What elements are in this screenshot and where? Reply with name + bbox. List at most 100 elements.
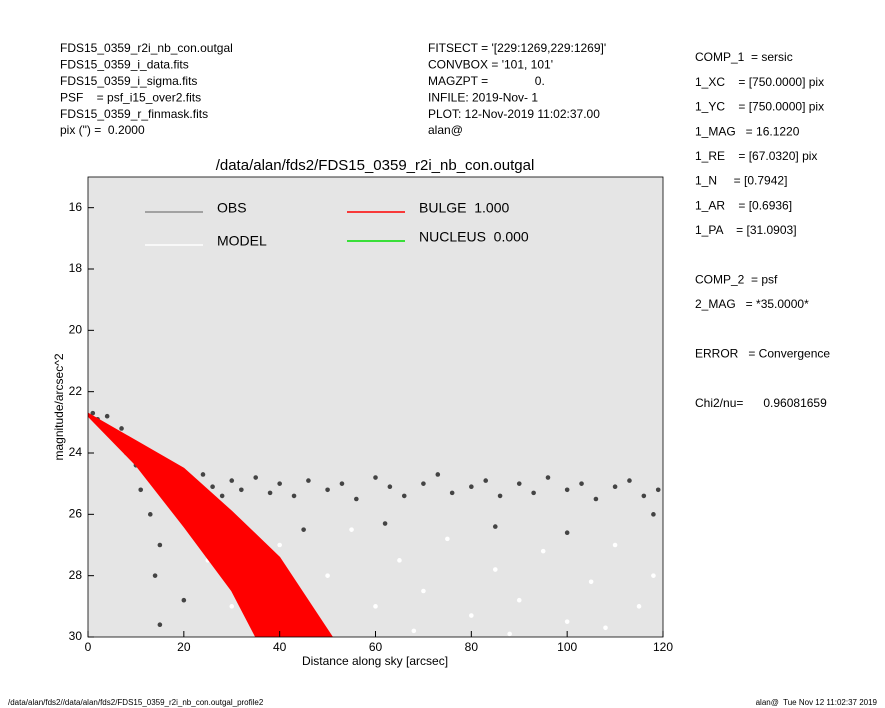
fit-param: 1_YC = [750.0000] pix <box>695 100 824 114</box>
point <box>104 413 110 419</box>
header-middle-line: MAGZPT = 0. <box>428 74 545 88</box>
fit-param: COMP_1 = sersic <box>695 50 793 64</box>
y-tick-label: 24 <box>69 445 83 459</box>
point <box>152 573 158 578</box>
point <box>483 478 489 483</box>
point <box>138 487 144 493</box>
x-axis-label: Distance along sky [arcsec] <box>302 654 448 668</box>
chart-title: /data/alan/fds2/FDS15_0359_r2i_nb_con.ou… <box>216 157 535 174</box>
fit-param: ERROR = Convergence <box>695 347 830 361</box>
footer-left: /data/alan/fds2//data/alan/fds2/FDS15_03… <box>8 698 264 707</box>
point <box>492 524 498 529</box>
x-tick-label: 80 <box>465 640 479 654</box>
point <box>497 493 503 499</box>
y-tick-label: 28 <box>69 568 83 582</box>
point <box>339 481 345 486</box>
point <box>373 604 378 609</box>
y-tick-label: 20 <box>69 323 83 337</box>
plot-area <box>88 410 661 637</box>
point <box>239 487 244 493</box>
point <box>612 542 618 548</box>
header-middle-line: INFILE: 2019-Nov- 1 <box>428 90 538 104</box>
point <box>641 493 647 499</box>
legend-label: NUCLEUS 0.000 <box>419 229 529 245</box>
point <box>564 530 570 536</box>
fit-param: 1_MAG = 16.1220 <box>695 124 800 138</box>
x-tick-label: 40 <box>273 640 287 654</box>
fit-param: 1_PA = [31.0903] <box>695 223 797 237</box>
fit-param: 1_AR = [0.6936] <box>695 198 792 212</box>
point <box>540 548 546 554</box>
legend-label: MODEL <box>217 233 267 249</box>
point <box>655 487 661 493</box>
point <box>210 484 215 490</box>
point <box>593 496 599 502</box>
legend-label: OBS <box>217 200 247 216</box>
legend-label: BULGE 1.000 <box>419 200 509 216</box>
point <box>325 487 330 493</box>
point <box>157 622 163 628</box>
x-tick-label: 0 <box>85 640 92 654</box>
fit-param: 1_N = [0.7942] <box>695 174 787 188</box>
fit-param: 1_XC = [750.0000] pix <box>695 75 824 89</box>
point <box>651 512 656 517</box>
header-left-line: FDS15_0359_i_data.fits <box>60 58 189 72</box>
y-tick-label: 18 <box>69 261 83 275</box>
point <box>469 484 474 490</box>
point <box>588 579 594 585</box>
point <box>253 475 259 480</box>
point <box>387 484 393 490</box>
header-middle-line: alan@ <box>428 123 463 137</box>
point <box>349 527 354 532</box>
point <box>354 496 359 502</box>
header-middle-line: PLOT: 12-Nov-2019 11:02:37.00 <box>428 107 600 121</box>
bulge-band <box>88 412 333 637</box>
point <box>147 512 153 517</box>
point <box>229 478 235 483</box>
plot-background <box>88 177 663 637</box>
point <box>636 604 642 609</box>
header-middle-line: FITSECT = '[229:1269,229:1269]' <box>428 41 606 55</box>
point <box>267 490 273 496</box>
point <box>564 619 570 624</box>
fit-param: COMP_2 = psf <box>695 272 778 286</box>
fit-param: 1_RE = [67.0320] pix <box>695 149 817 163</box>
point <box>200 472 206 477</box>
point <box>277 481 282 486</box>
point <box>411 628 417 634</box>
point <box>301 527 306 532</box>
point <box>181 597 187 603</box>
point <box>516 481 522 486</box>
point <box>157 542 163 548</box>
header-left-line: PSF = psf_i15_over2.fits <box>60 90 201 104</box>
x-tick-label: 120 <box>653 640 673 654</box>
point <box>382 521 388 526</box>
header-left-line: pix (") = 0.2000 <box>60 123 145 137</box>
point <box>603 625 608 631</box>
point <box>325 573 330 578</box>
point <box>651 573 656 578</box>
point <box>421 588 426 594</box>
point <box>507 631 512 637</box>
header-middle-line: CONVBOX = '101, 101' <box>428 58 553 72</box>
point <box>445 536 450 542</box>
point <box>469 613 474 618</box>
point <box>229 604 235 609</box>
point <box>373 475 378 480</box>
point <box>219 493 225 499</box>
point <box>306 478 311 483</box>
point <box>627 478 632 483</box>
point <box>119 426 124 431</box>
header-left-line: FDS15_0359_r_finmask.fits <box>60 107 208 121</box>
x-tick-label: 20 <box>177 640 191 654</box>
point <box>579 481 584 486</box>
point <box>397 558 402 563</box>
header-left-line: FDS15_0359_r2i_nb_con.outgal <box>60 41 233 55</box>
point <box>90 410 96 416</box>
y-tick-label: 26 <box>69 507 83 521</box>
x-tick-label: 100 <box>557 640 577 654</box>
footer-right: alan@ Tue Nov 12 11:02:37 2019 <box>756 698 878 707</box>
point <box>564 487 570 493</box>
point <box>291 493 297 499</box>
point <box>612 484 618 490</box>
